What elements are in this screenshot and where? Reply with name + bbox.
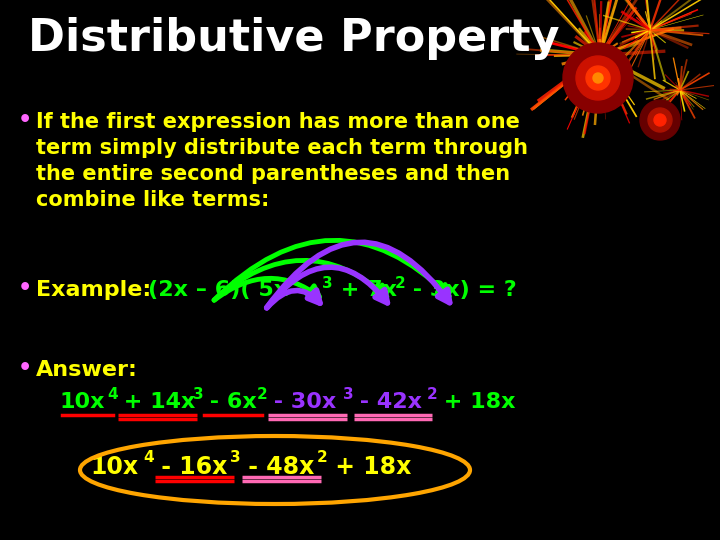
Text: Answer:: Answer: xyxy=(36,360,138,380)
Text: 3: 3 xyxy=(230,450,240,465)
Text: term simply distribute each term through: term simply distribute each term through xyxy=(36,138,528,158)
Text: 3: 3 xyxy=(322,276,333,291)
Text: 10x: 10x xyxy=(90,455,138,479)
Text: - 48x: - 48x xyxy=(240,455,315,479)
Text: 4: 4 xyxy=(143,450,153,465)
Text: + 18x: + 18x xyxy=(436,392,516,412)
Text: - 30x: - 30x xyxy=(266,392,336,412)
FancyArrowPatch shape xyxy=(267,290,320,308)
Text: combine like terms:: combine like terms: xyxy=(36,190,269,210)
FancyArrowPatch shape xyxy=(266,267,387,308)
FancyArrowPatch shape xyxy=(214,260,387,300)
Text: 2: 2 xyxy=(427,387,438,402)
Circle shape xyxy=(586,66,610,90)
Text: •: • xyxy=(18,110,32,130)
Text: 4: 4 xyxy=(107,387,117,402)
Text: Example:: Example: xyxy=(36,280,151,300)
Text: + 18x: + 18x xyxy=(327,455,411,479)
Text: - 3x) = ?: - 3x) = ? xyxy=(405,280,517,300)
Text: 2: 2 xyxy=(317,450,328,465)
Text: If the first expression has more than one: If the first expression has more than on… xyxy=(36,112,520,132)
Text: 3: 3 xyxy=(343,387,354,402)
Text: Distributive Property: Distributive Property xyxy=(28,17,559,59)
Text: 3: 3 xyxy=(193,387,204,402)
Circle shape xyxy=(640,100,680,140)
FancyArrowPatch shape xyxy=(214,240,449,300)
Text: 2: 2 xyxy=(395,276,406,291)
Text: (2x – 6)( 5x: (2x – 6)( 5x xyxy=(148,280,288,300)
Circle shape xyxy=(576,56,620,100)
FancyArrowPatch shape xyxy=(266,242,450,308)
FancyArrowPatch shape xyxy=(214,278,320,300)
Circle shape xyxy=(563,43,633,113)
Text: - 42x: - 42x xyxy=(352,392,422,412)
Text: •: • xyxy=(18,278,32,298)
Circle shape xyxy=(648,108,672,132)
Text: the entire second parentheses and then: the entire second parentheses and then xyxy=(36,164,510,184)
Circle shape xyxy=(593,73,603,83)
Text: •: • xyxy=(18,358,32,378)
Text: - 16x: - 16x xyxy=(153,455,228,479)
Text: - 6x: - 6x xyxy=(202,392,257,412)
Text: + 14x: + 14x xyxy=(116,392,195,412)
Text: + 7x: + 7x xyxy=(333,280,397,300)
Text: 2: 2 xyxy=(257,387,268,402)
Text: 10x: 10x xyxy=(60,392,106,412)
Circle shape xyxy=(654,114,666,126)
